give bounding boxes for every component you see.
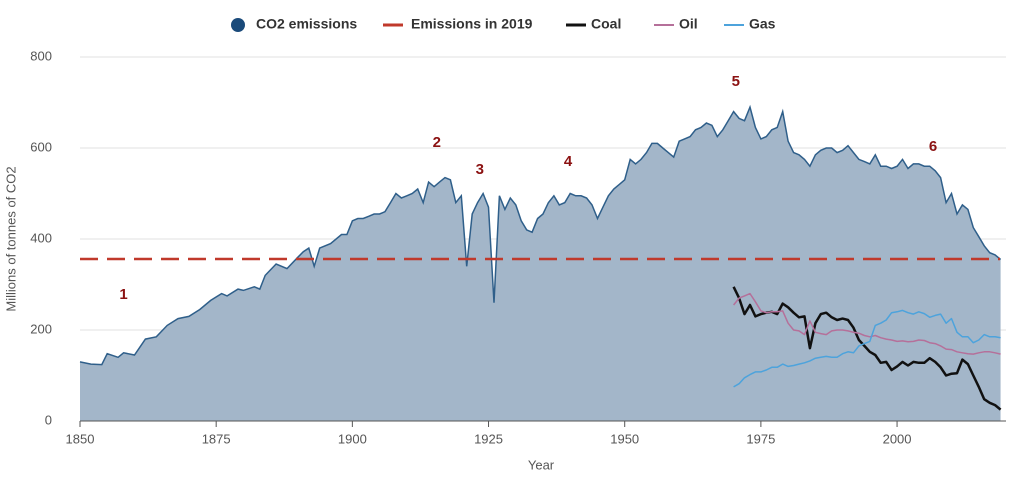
x-axis-label: Year [528,457,555,472]
legend-label: Emissions in 2019 [411,16,533,32]
annotation: 4 [564,153,573,170]
x-tick-label: 1900 [338,431,367,446]
y-tick-label: 0 [45,412,52,427]
line [733,292,1001,355]
legend-label: CO2 emissions [256,16,357,32]
x-tick-label: 1875 [202,431,231,446]
y-tick-label: 200 [30,321,52,336]
y-tick-label: 400 [30,230,52,245]
x-tick-label: 1950 [610,431,639,446]
legend-label: Coal [591,16,621,32]
x-tick-label: 2000 [883,431,912,446]
line [733,309,1001,388]
annotation: 2 [433,134,441,151]
area-line [79,104,1002,366]
legend-marker [231,18,245,32]
y-tick-label: 600 [30,139,52,154]
x-tick-label: 1975 [746,431,775,446]
annotation: 5 [732,73,740,90]
legend-label: Gas [749,16,776,32]
y-axis-label: Millions of tonnes of CO2 [3,166,18,311]
y-tick-label: 800 [30,48,52,63]
annotation: 3 [476,161,484,178]
legend-label: Oil [679,16,698,32]
annotation: 1 [119,286,127,303]
x-tick-label: 1850 [66,431,95,446]
x-tick-label: 1925 [474,431,503,446]
area [80,107,1001,421]
annotation: 6 [929,138,937,155]
